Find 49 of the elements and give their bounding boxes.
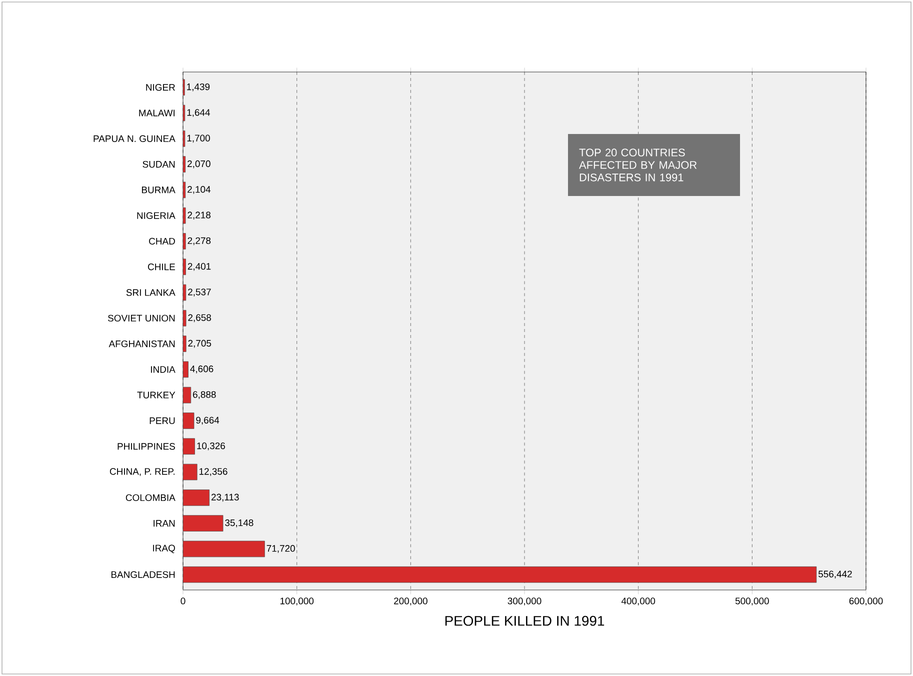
y-tick-label: SOVIET UNION (108, 314, 175, 322)
y-tick-label: BURMA (142, 186, 176, 194)
y-tick-label: BANGLADESH (111, 571, 175, 578)
data-label: 2,658 (188, 314, 212, 322)
x-axis-title: PEOPLE KILLED IN 1991 (445, 616, 604, 626)
data-label: 10,326 (197, 442, 225, 450)
data-label: 23,113 (211, 494, 239, 502)
y-tick-label: PERU (150, 417, 175, 424)
data-label: 2,070 (188, 160, 210, 168)
data-label: 1,644 (187, 109, 210, 117)
text: TOP 20 COUNTRIES AFFECTED BY MAJOR DISASTERS IN 1991 (579, 148, 697, 182)
y-tick-label: CHILE (148, 264, 175, 270)
y-tick-label: INDIA (151, 366, 176, 373)
data-label: 2,104 (188, 186, 211, 194)
y-tick-label: AFGHANISTAN (108, 340, 175, 348)
data-label: 2,401 (188, 262, 211, 271)
data-label: 6,888 (193, 391, 216, 400)
y-tick-label: MALAWI (139, 110, 175, 116)
data-label: 2,705 (188, 340, 212, 348)
y-tick-label: SUDAN (142, 160, 175, 168)
data-label: 12,356 (199, 468, 228, 476)
x-tick-label: 200,000 (394, 598, 428, 606)
data-label: 9,664 (196, 416, 220, 425)
x-tick-label: 0 (180, 598, 186, 604)
x-tick-label: 400,000 (621, 598, 656, 606)
x-tick-label: 600,000 (849, 598, 883, 606)
data-label: 71,720 (266, 545, 295, 553)
data-label: 35,148 (225, 519, 254, 528)
y-tick-label: NIGERIA (137, 212, 176, 219)
y-tick-label: CHAD (149, 238, 175, 245)
data-label: 2,278 (188, 237, 211, 246)
y-tick-label: COLOMBIA (126, 494, 176, 502)
x-tick-label: 300,000 (508, 598, 542, 606)
data-label: 556,442 (818, 570, 852, 579)
x-tick-label: 100,000 (280, 598, 314, 606)
data-label: 2,218 (188, 212, 211, 220)
data-label: 1,700 (187, 134, 210, 143)
y-tick-label: IRAQ (153, 544, 175, 554)
x-tick-label: 500,000 (735, 598, 769, 606)
y-tick-label: NIGER (146, 84, 175, 91)
y-tick-label: CHINA, P. REP. (110, 468, 175, 476)
data-label: 2,537 (188, 288, 211, 296)
y-tick-label: PAPUA N. GUINEA (94, 135, 176, 142)
y-tick-label: SRI LANKA (126, 289, 176, 296)
data-label: 1,439 (187, 83, 210, 92)
data-label: 4,606 (190, 366, 214, 374)
y-tick-label: IRAN (154, 520, 175, 527)
y-tick-label: PHILIPPINES (118, 443, 175, 450)
y-tick-label: TURKEY (137, 392, 176, 398)
